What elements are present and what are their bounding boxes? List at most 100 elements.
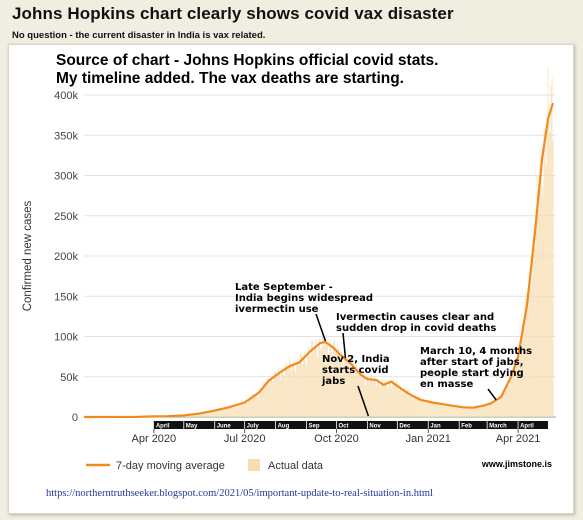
actual-data-bar xyxy=(340,358,341,417)
y-tick-label: 50k xyxy=(60,372,78,384)
actual-data-bar xyxy=(464,407,466,417)
actual-data-bar xyxy=(343,366,344,417)
actual-data-bar xyxy=(437,403,439,417)
actual-data-bar xyxy=(547,67,549,417)
actual-data-bar xyxy=(335,351,336,417)
actual-data-bar xyxy=(368,380,369,417)
actual-data-bar xyxy=(334,339,335,417)
x-tick-label: Apr 2020 xyxy=(132,433,177,445)
actual-data-bar xyxy=(465,406,467,417)
annotation-text: after start of jabs, xyxy=(420,357,524,368)
actual-data-bar xyxy=(218,409,220,417)
actual-data-bar xyxy=(190,414,192,417)
actual-data-bar xyxy=(524,307,526,417)
actual-data-bar xyxy=(330,341,331,417)
actual-data-bar xyxy=(518,350,520,417)
actual-data-bar xyxy=(200,413,202,417)
actual-data-bar xyxy=(414,395,416,417)
actual-data-bar xyxy=(390,386,392,417)
actual-data-bar xyxy=(299,363,300,417)
actual-data-bar xyxy=(390,383,391,417)
annotation-text: jabs xyxy=(321,376,345,387)
actual-data-bar xyxy=(243,404,245,417)
month-strip xyxy=(153,421,549,429)
month-label: July xyxy=(247,424,260,430)
actual-data-bar xyxy=(387,388,388,417)
actual-data-bar xyxy=(233,405,235,417)
actual-data-bar xyxy=(488,401,490,417)
actual-data-bar xyxy=(515,365,517,417)
actual-data-bar xyxy=(305,360,306,417)
actual-data-bar xyxy=(452,405,454,417)
actual-data-bar xyxy=(241,401,243,417)
actual-data-bar xyxy=(267,377,268,417)
actual-data-bar xyxy=(529,273,531,417)
actual-data-bar xyxy=(202,413,204,417)
actual-data-bar xyxy=(208,411,210,417)
actual-data-bar xyxy=(222,408,224,417)
actual-data-bar xyxy=(530,292,532,417)
actual-data-bar xyxy=(499,394,501,417)
actual-data-bar xyxy=(295,372,296,417)
y-tick-label: 150k xyxy=(54,291,78,303)
actual-data-bar xyxy=(429,399,431,417)
y-tick-label: 100k xyxy=(54,332,78,344)
actual-data-bar xyxy=(261,391,262,417)
x-tick-label: Jul 2020 xyxy=(224,433,266,445)
actual-data-bar xyxy=(389,380,390,417)
actual-data-bar xyxy=(350,368,351,417)
actual-data-bar xyxy=(349,357,350,417)
actual-data-bar xyxy=(508,386,510,417)
actual-data-bar xyxy=(313,352,314,417)
actual-data-bar xyxy=(426,401,428,417)
actual-data-bar xyxy=(309,355,310,417)
actual-data-bar xyxy=(206,412,208,417)
actual-data-bar xyxy=(519,356,521,417)
month-label: Feb xyxy=(461,424,472,430)
actual-data-bar xyxy=(356,364,357,417)
actual-data-bar xyxy=(265,386,266,417)
annotation-text: Nov 2, India xyxy=(322,354,390,365)
y-tick-label: 350k xyxy=(54,130,78,142)
annotation-text: en masse xyxy=(420,379,473,390)
actual-data-bar xyxy=(398,389,400,417)
actual-data-bar xyxy=(509,379,511,417)
actual-data-bar xyxy=(331,351,332,417)
actual-data-bar xyxy=(272,381,273,417)
actual-data-bar xyxy=(337,342,338,417)
actual-data-bar xyxy=(494,402,496,417)
actual-data-bar xyxy=(286,362,287,417)
actual-data-bar xyxy=(512,373,514,417)
actual-data-bar xyxy=(294,368,295,417)
actual-data-bar xyxy=(497,401,499,417)
actual-data-bar xyxy=(364,378,365,417)
actual-data-bar xyxy=(412,399,414,417)
actual-data-bar xyxy=(216,409,218,417)
actual-data-bar xyxy=(273,381,274,417)
actual-data-bar xyxy=(269,386,270,417)
actual-data-bar xyxy=(404,391,406,417)
actual-data-bar xyxy=(550,86,552,418)
annotation-pointer xyxy=(357,385,370,417)
watermark-text: www.jimstone.is xyxy=(481,459,552,469)
actual-data-bar xyxy=(471,409,473,417)
y-tick-label: 300k xyxy=(54,171,78,183)
actual-data-bar xyxy=(440,401,442,417)
actual-data-bar xyxy=(341,352,342,417)
page-title: Johns Hopkins chart clearly shows covid … xyxy=(12,4,454,23)
actual-data-bar xyxy=(523,328,525,417)
actual-data-bar xyxy=(417,396,419,417)
actual-data-bar xyxy=(244,402,246,417)
actual-data-bar xyxy=(209,411,211,417)
actual-data-bar xyxy=(423,403,425,417)
source-url-link[interactable]: https://northerntruthseeker.blogspot.com… xyxy=(46,488,433,499)
annotation-text: starts covid xyxy=(322,365,389,376)
x-tick-label: Jan 2021 xyxy=(406,433,451,445)
actual-data-bar xyxy=(278,366,279,417)
actual-data-bar xyxy=(211,411,213,417)
actual-data-bar xyxy=(459,407,461,417)
x-tick-label: Oct 2020 xyxy=(314,433,359,445)
actual-data-bar xyxy=(502,390,504,417)
actual-data-bar xyxy=(246,402,248,417)
actual-data-bar xyxy=(366,379,367,417)
